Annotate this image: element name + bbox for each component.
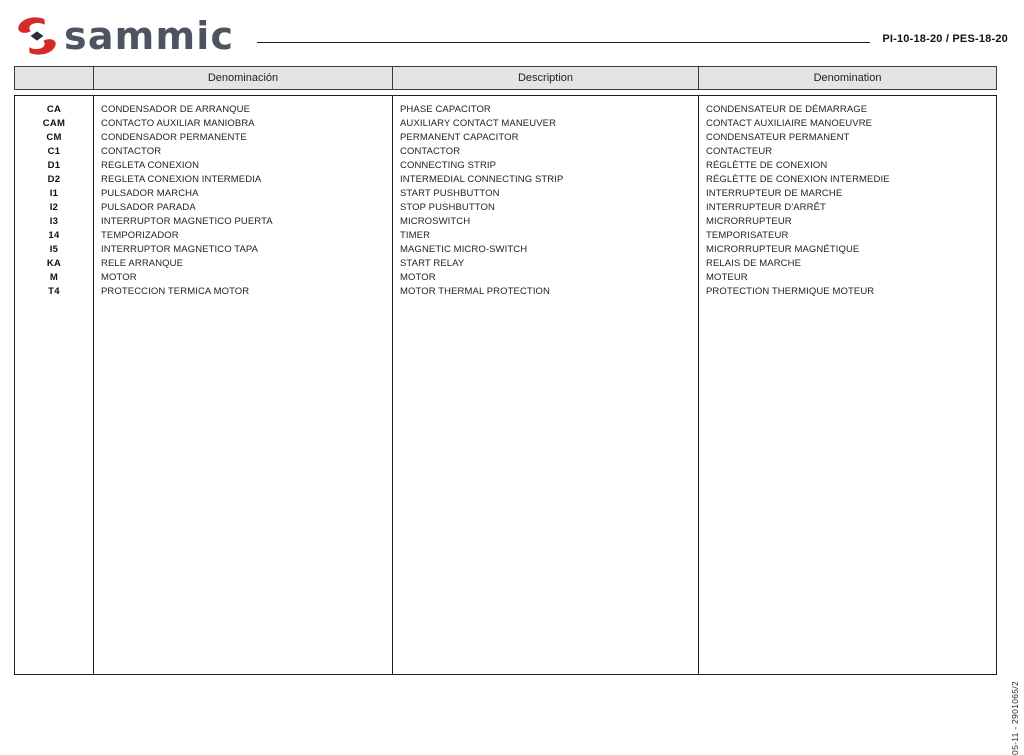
table-cell-en: CONTACTOR	[400, 146, 461, 157]
table-cell-es: CONDENSADOR PERMANENTE	[101, 132, 247, 143]
sammic-logo-icon	[18, 17, 56, 55]
table-cell-fr: INTERRUPTEUR DE MARCHE	[706, 188, 843, 199]
table-cell-code: D1	[47, 160, 61, 171]
table-cell-en: MICROSWITCH	[400, 216, 471, 227]
table-cell-fr: CONDENSATEUR DE DÉMARRAGE	[706, 104, 868, 115]
table-cell-es: CONDENSADOR DE ARRANQUE	[101, 104, 251, 115]
table-cell-es: MOTOR	[101, 272, 137, 283]
table-cell-code: M	[49, 272, 59, 283]
table-cell-code: I2	[49, 202, 59, 213]
table-cell-fr: RELAIS DE MARCHE	[706, 258, 802, 269]
table-cell-fr: RÉGLÈTTE DE CONEXION INTERMEDIE	[706, 174, 890, 185]
table-cell-code: T4	[48, 286, 60, 297]
table-cell-en: MAGNETIC MICRO-SWITCH	[400, 244, 528, 255]
column-header-denomination: Denomination	[699, 67, 996, 89]
column-denomination: CONDENSATEUR DE DÉMARRAGE CONTACT AUXILIA…	[699, 96, 996, 674]
column-code: CA CAM CM C1 D1 D2 I1 I2 I3 14 I5 KA M T4	[15, 96, 94, 674]
table-cell-es: PULSADOR PARADA	[101, 202, 196, 213]
table-cell-en: MOTOR THERMAL PROTECTION	[400, 286, 551, 297]
table-cell-fr: CONTACTEUR	[706, 146, 773, 157]
table-cell-fr: CONDENSATEUR PERMANENT	[706, 132, 850, 143]
table-cell-en: PHASE CAPACITOR	[400, 104, 491, 115]
table-cell-es: CONTACTO AUXILIAR MANIOBRA	[101, 118, 255, 129]
brand-logo: sammic	[14, 14, 234, 58]
table-cell-en: INTERMEDIAL CONNECTING STRIP	[400, 174, 564, 185]
column-header-description: Description	[393, 67, 699, 89]
table-cell-code: CAM	[42, 118, 66, 129]
table-cell-code: C1	[47, 146, 61, 157]
brand-wordmark: sammic	[64, 14, 235, 58]
table-cell-es: INTERRUPTOR MAGNETICO PUERTA	[101, 216, 273, 227]
table-cell-code: KA	[46, 258, 62, 269]
column-header-code	[15, 67, 94, 89]
table-cell-fr: TEMPORISATEUR	[706, 230, 789, 241]
table-cell-en: PERMANENT CAPACITOR	[400, 132, 519, 143]
table-cell-es: REGLETA CONEXION	[101, 160, 200, 171]
table-cell-fr: CONTACT AUXILIAIRE MANOEUVRE	[706, 118, 873, 129]
table-cell-en: START RELAY	[400, 258, 465, 269]
table-cell-en: STOP PUSHBUTTON	[400, 202, 495, 213]
table-cell-es: REGLETA CONEXION INTERMEDIA	[101, 174, 262, 185]
column-header-denominacion: Denominación	[94, 67, 393, 89]
page-header: sammic PI-10-18-20 / PES-18-20	[0, 0, 1024, 66]
table-cell-code: CA	[46, 104, 62, 115]
table-cell-fr: MOTEUR	[706, 272, 748, 283]
table-cell-en: TIMER	[400, 230, 431, 241]
table-cell-fr: RÉGLÈTTE DE CONEXION	[706, 160, 828, 171]
table-cell-code: I5	[49, 244, 59, 255]
table-cell-fr: MICRORRUPTEUR MAGNÉTIQUE	[706, 244, 860, 255]
table-cell-code: I1	[49, 188, 59, 199]
table-cell-es: TEMPORIZADOR	[101, 230, 179, 241]
table-cell-es: PULSADOR MARCHA	[101, 188, 199, 199]
table-header-row: Denominación Description Denomination	[14, 66, 997, 90]
table-cell-code: CM	[46, 132, 62, 143]
table-cell-en: AUXILIARY CONTACT MANEUVER	[400, 118, 557, 129]
table-cell-es: PROTECCION TERMICA MOTOR	[101, 286, 250, 297]
column-denominacion: CONDENSADOR DE ARRANQUE CONTACTO AUXILIAR…	[94, 96, 393, 674]
model-code-label: PI-10-18-20 / PES-18-20	[882, 33, 1008, 45]
table-cell-code: 14	[48, 230, 60, 241]
table-cell-es: CONTACTOR	[101, 146, 162, 157]
table-body: CA CAM CM C1 D1 D2 I1 I2 I3 14 I5 KA M T4 CONDENSADOR…	[14, 95, 997, 675]
table-cell-en: MOTOR	[400, 272, 436, 283]
table-cell-fr: PROTECTION THERMIQUE MOTEUR	[706, 286, 875, 297]
header-divider-rule	[257, 42, 870, 43]
column-description: PHASE CAPACITOR AUXILIARY CONTACT MANEUVE…	[393, 96, 699, 674]
table-cell-en: START PUSHBUTTON	[400, 188, 500, 199]
table-cell-fr: MICRORRUPTEUR	[706, 216, 792, 227]
table-cell-en: CONNECTING STRIP	[400, 160, 497, 171]
table-cell-es: RELE ARRANQUE	[101, 258, 184, 269]
table-cell-code: D2	[47, 174, 61, 185]
document-reference: 05-11 - 2901065/2	[1010, 681, 1020, 755]
table-cell-es: INTERRUPTOR MAGNETICO TAPA	[101, 244, 259, 255]
table-cell-code: I3	[49, 216, 59, 227]
table-cell-fr: INTERRUPTEUR D'ARRÊT	[706, 202, 826, 213]
